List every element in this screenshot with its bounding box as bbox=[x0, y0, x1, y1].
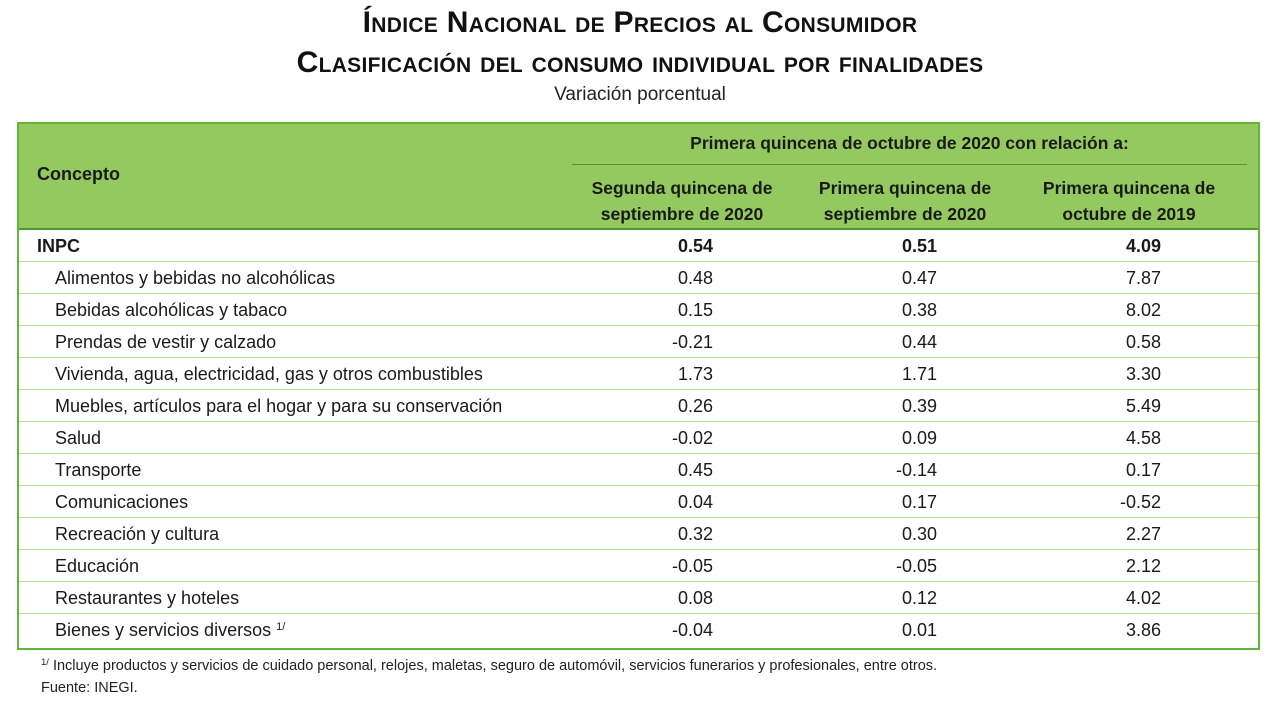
value-cell-col3: 2.27 bbox=[1125, 524, 1161, 544]
value-cell-col2: 1.71 bbox=[901, 364, 937, 384]
row-label-text: Salud bbox=[55, 428, 102, 448]
value-cell-col1: 0.08 bbox=[677, 588, 713, 608]
column-header-primera-quincena-oct-2019: Primera quincena de octubre de 2019 bbox=[1042, 178, 1216, 224]
value-cell-col1: -0.04 bbox=[671, 620, 713, 640]
comparison-group-header: Primera quincena de octubre de 2020 con … bbox=[690, 133, 1129, 153]
row-label: Comunicaciones bbox=[55, 492, 188, 513]
value-cell-col1: 1.73 bbox=[677, 364, 713, 384]
row-label: Transporte bbox=[55, 460, 141, 481]
value-cell-col1: 0.26 bbox=[677, 396, 713, 416]
value-cell-col3: -0.52 bbox=[1119, 492, 1161, 512]
value-cell-col3: 4.09 bbox=[1125, 236, 1161, 256]
data-table: Concepto Primera quincena de octubre de … bbox=[17, 122, 1260, 650]
table-row: Bienes y servicios diversos 1/ -0.04 0.01 3.… bbox=[19, 614, 1258, 646]
table-row: Salud -0.02 0.09 4.58 bbox=[19, 422, 1258, 454]
page-subtitle: Variación porcentual bbox=[554, 84, 726, 105]
value-cell-col1: 0.32 bbox=[677, 524, 713, 544]
row-label: Prendas de vestir y calzado bbox=[55, 332, 276, 353]
table-row: Muebles, artículos para el hogar y para … bbox=[19, 390, 1258, 422]
row-label-text: Comunicaciones bbox=[55, 492, 189, 512]
row-label: INPC bbox=[37, 236, 80, 257]
value-cell-col2: 0.09 bbox=[901, 428, 937, 448]
value-cell-col2: 0.38 bbox=[901, 300, 937, 320]
value-cell-col3: 0.58 bbox=[1125, 332, 1161, 352]
footnote-reference: 1/ bbox=[276, 621, 286, 633]
table-row: Educación -0.05 -0.05 2.12 bbox=[19, 550, 1258, 582]
table-row: Restaurantes y hoteles 0.08 0.12 4.02 bbox=[19, 582, 1258, 614]
value-cell-col3: 3.30 bbox=[1125, 364, 1161, 384]
header-divider bbox=[572, 164, 1247, 165]
column-header-primera-quincena-sep-2020: Primera quincena de septiembre de 2020 bbox=[818, 178, 992, 224]
row-label-text: Vivienda, agua, electricidad, gas y otro… bbox=[55, 364, 483, 384]
value-cell-col1: 0.54 bbox=[677, 236, 713, 256]
value-cell-col2: 0.47 bbox=[901, 268, 937, 288]
value-cell-col1: -0.21 bbox=[671, 332, 713, 352]
table-row: Alimentos y bebidas no alcohólicas 0.48 0.… bbox=[19, 262, 1258, 294]
row-label: Muebles, artículos para el hogar y para … bbox=[55, 396, 502, 417]
table-row: Vivienda, agua, electricidad, gas y otro… bbox=[19, 358, 1258, 390]
value-cell-col3: 4.02 bbox=[1125, 588, 1161, 608]
page-title-line1: Índice Nacional de Precios al Consumidor bbox=[362, 6, 918, 39]
row-label-text: Bienes y servicios diversos bbox=[55, 620, 272, 640]
row-label-text: Muebles, artículos para el hogar y para … bbox=[55, 396, 503, 416]
value-cell-col1: 0.15 bbox=[677, 300, 713, 320]
value-cell-col3: 3.86 bbox=[1125, 620, 1161, 640]
value-cell-col1: -0.02 bbox=[671, 428, 713, 448]
row-label: Bebidas alcohólicas y tabaco bbox=[55, 300, 287, 321]
row-label-text: Recreación y cultura bbox=[55, 524, 220, 544]
table-header: Concepto Primera quincena de octubre de … bbox=[19, 124, 1258, 230]
value-cell-col3: 2.12 bbox=[1125, 556, 1161, 576]
value-cell-col2: 0.01 bbox=[901, 620, 937, 640]
table-row: Transporte 0.45 -0.14 0.17 bbox=[19, 454, 1258, 486]
value-cell-col1: 0.45 bbox=[677, 460, 713, 480]
footnote: 1/Incluye productos y servicios de cuida… bbox=[41, 657, 938, 674]
row-label: Educación bbox=[55, 556, 139, 577]
column-header-segunda-quincena-sep-2020: Segunda quincena de septiembre de 2020 bbox=[591, 178, 773, 224]
row-label-text: Alimentos y bebidas no alcohólicas bbox=[55, 268, 336, 288]
concept-column-header: Concepto bbox=[37, 164, 120, 184]
footnote-mark: 1/ bbox=[41, 657, 49, 668]
value-cell-col3: 5.49 bbox=[1125, 396, 1161, 416]
row-label: Restaurantes y hoteles bbox=[55, 588, 239, 609]
table-row: Bebidas alcohólicas y tabaco 0.15 0.38 8.02 bbox=[19, 294, 1258, 326]
row-label: Bienes y servicios diversos 1/ bbox=[55, 620, 285, 641]
value-cell-col3: 8.02 bbox=[1125, 300, 1161, 320]
row-label-text: INPC bbox=[37, 236, 81, 256]
value-cell-col3: 4.58 bbox=[1125, 428, 1161, 448]
row-label-text: Restaurantes y hoteles bbox=[55, 588, 240, 608]
page-title-line2: Clasificación del consumo individual por… bbox=[296, 46, 984, 79]
table-row: Comunicaciones 0.04 0.17 -0.52 bbox=[19, 486, 1258, 518]
row-label-text: Bebidas alcohólicas y tabaco bbox=[55, 300, 288, 320]
value-cell-col1: -0.05 bbox=[671, 556, 713, 576]
table-row: Prendas de vestir y calzado -0.21 0.44 0.58 bbox=[19, 326, 1258, 358]
source-note: Fuente: INEGI. bbox=[41, 680, 138, 696]
value-cell-col2: 0.30 bbox=[901, 524, 937, 544]
value-cell-col2: 0.39 bbox=[901, 396, 937, 416]
row-label: Alimentos y bebidas no alcohólicas bbox=[55, 268, 335, 289]
value-cell-col2: 0.17 bbox=[901, 492, 937, 512]
value-cell-col2: 0.44 bbox=[901, 332, 937, 352]
row-label: Recreación y cultura bbox=[55, 524, 219, 545]
footnote-text: Incluye productos y servicios de cuidado… bbox=[52, 658, 938, 674]
row-label: Salud bbox=[55, 428, 101, 449]
row-label: Vivienda, agua, electricidad, gas y otro… bbox=[55, 364, 483, 385]
table-row-total: INPC 0.54 0.51 4.09 bbox=[19, 230, 1258, 262]
row-label-text: Educación bbox=[55, 556, 140, 576]
value-cell-col2: 0.51 bbox=[901, 236, 937, 256]
value-cell-col2: 0.12 bbox=[901, 588, 937, 608]
value-cell-col1: 0.48 bbox=[677, 268, 713, 288]
row-label-text: Prendas de vestir y calzado bbox=[55, 332, 277, 352]
value-cell-col1: 0.04 bbox=[677, 492, 713, 512]
value-cell-col3: 7.87 bbox=[1125, 268, 1161, 288]
value-cell-col2: -0.05 bbox=[895, 556, 937, 576]
table-row: Recreación y cultura 0.32 0.30 2.27 bbox=[19, 518, 1258, 550]
value-cell-col3: 0.17 bbox=[1125, 460, 1161, 480]
value-cell-col2: -0.14 bbox=[895, 460, 937, 480]
row-label-text: Transporte bbox=[55, 460, 142, 480]
